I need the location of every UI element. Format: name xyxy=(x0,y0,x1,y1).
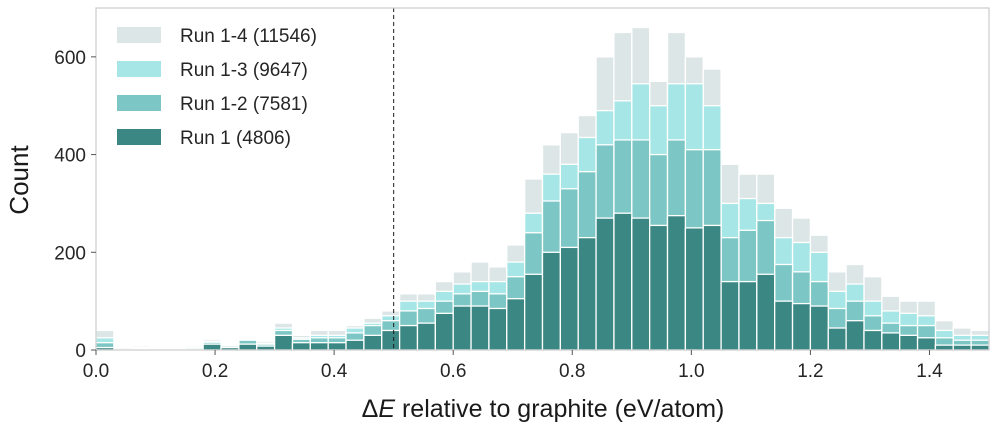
x-tick-label: 1.2 xyxy=(797,361,823,382)
bar xyxy=(398,324,419,351)
bar xyxy=(541,251,562,351)
bar xyxy=(827,327,847,351)
bar xyxy=(327,342,347,351)
legend-label: Run 1-3 (9647) xyxy=(180,60,308,81)
x-tick-label: 0.2 xyxy=(202,361,228,382)
bar xyxy=(702,224,722,351)
legend: Run 1-4 (11546) Run 1-3 (9647) Run 1-2 (75… xyxy=(117,26,317,149)
x-axis-ticks: 0.0 0.2 0.4 0.6 0.8 1.0 1.2 1.4 xyxy=(83,350,943,382)
bar xyxy=(488,307,508,351)
legend-swatch xyxy=(117,129,161,145)
bar xyxy=(595,217,615,351)
y-tick-label: 400 xyxy=(54,146,86,167)
bars-layer xyxy=(95,26,990,351)
bar xyxy=(238,343,258,351)
bar xyxy=(649,224,669,351)
legend-label: Run 1-2 (7581) xyxy=(180,94,308,115)
bar xyxy=(684,227,704,351)
x-tick-label: 1.0 xyxy=(678,361,704,382)
bar xyxy=(523,273,544,351)
bar xyxy=(738,280,758,351)
bar xyxy=(381,329,401,351)
bar xyxy=(577,236,597,351)
y-tick-label: 600 xyxy=(54,48,86,69)
bar xyxy=(434,312,454,351)
bar xyxy=(774,300,794,351)
bar xyxy=(916,337,937,351)
bar xyxy=(756,273,776,351)
bar xyxy=(291,342,311,351)
legend-swatch xyxy=(117,27,161,43)
bar xyxy=(470,305,490,351)
bar xyxy=(791,302,812,351)
bar xyxy=(202,343,222,351)
x-tick-label: 0.4 xyxy=(321,361,348,382)
y-tick-label: 0 xyxy=(75,341,86,362)
x-axis-label: ΔE relative to graphite (eV/atom) xyxy=(362,395,725,423)
bar xyxy=(506,298,526,351)
bar xyxy=(416,322,436,351)
legend-swatch xyxy=(117,95,161,111)
y-axis-label: Count xyxy=(4,145,34,215)
bar xyxy=(720,280,740,351)
bar xyxy=(845,320,865,351)
bar xyxy=(970,344,990,351)
legend-label: Run 1-4 (11546) xyxy=(180,26,317,47)
y-tick-label: 200 xyxy=(54,243,86,264)
plot-frame xyxy=(95,7,990,351)
series-0 xyxy=(95,212,990,351)
bar xyxy=(345,339,365,351)
y-axis-ticks: 0 200 400 600 xyxy=(54,48,96,362)
bar xyxy=(452,305,472,351)
x-tick-label: 1.4 xyxy=(916,361,943,382)
x-tick-label: 0.8 xyxy=(559,361,585,382)
bar xyxy=(899,334,919,351)
bar xyxy=(273,334,294,351)
bar xyxy=(934,344,954,351)
bar xyxy=(666,214,687,351)
bar xyxy=(363,334,383,351)
bar xyxy=(559,246,579,351)
bar xyxy=(613,212,633,351)
bar xyxy=(631,217,651,351)
bar xyxy=(309,342,329,351)
x-tick-label: 0.6 xyxy=(440,361,466,382)
bar xyxy=(952,344,972,351)
x-tick-label: 0.0 xyxy=(83,361,109,382)
legend-label: Run 1 (4806) xyxy=(180,128,291,149)
bar xyxy=(809,305,829,351)
legend-swatch xyxy=(117,61,161,77)
bar xyxy=(863,329,883,351)
bar xyxy=(881,332,901,351)
